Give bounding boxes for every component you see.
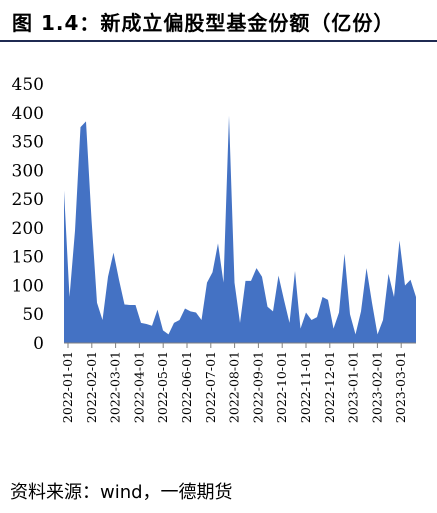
x-tick-label: 2022-04-01 <box>131 351 146 423</box>
series-area <box>64 115 416 343</box>
source-note: 资料来源：wind，一德期货 <box>10 482 233 503</box>
x-tick-label: 2022-07-01 <box>203 351 218 423</box>
y-tick-label: 100 <box>12 276 44 296</box>
y-tick-label: 450 <box>12 75 44 95</box>
x-tick-label: 2022-10-01 <box>274 351 289 423</box>
y-tick-label: 400 <box>12 104 44 124</box>
y-axis: 0 50 100 150 200 250 300 350 400 450 <box>12 75 44 354</box>
plot-area <box>64 115 416 343</box>
x-tick-label: 2022-11-01 <box>298 351 313 423</box>
x-tick-label: 2022-03-01 <box>108 351 123 423</box>
x-tick-label: 2023-02-01 <box>369 351 384 423</box>
x-tick-label: 2022-05-01 <box>155 351 170 423</box>
x-tick-label: 2023-03-01 <box>393 351 408 423</box>
x-axis: 2022-01-01 2022-02-01 2022-03-01 2022-04-01… <box>60 342 416 423</box>
x-tick-label: 2022-08-01 <box>227 351 242 423</box>
x-tick-label: 2022-06-01 <box>179 351 194 423</box>
y-tick-label: 50 <box>22 305 44 325</box>
x-tick-label: 2023-01-01 <box>346 351 361 423</box>
x-tick-label: 2022-01-01 <box>60 351 75 423</box>
y-tick-label: 150 <box>12 248 44 268</box>
x-tick-label: 2022-09-01 <box>250 351 265 423</box>
y-tick-label: 250 <box>12 190 44 210</box>
title-bar: 图 1.4：新成立偏股型基金份额（亿份） <box>0 0 437 42</box>
x-tick-label: 2022-02-01 <box>84 351 99 423</box>
y-tick-label: 0 <box>33 334 44 354</box>
chart-title: 图 1.4：新成立偏股型基金份额（亿份） <box>12 11 395 35</box>
y-tick-label: 300 <box>12 161 44 181</box>
x-tick-label: 2022-12-01 <box>322 351 337 423</box>
y-tick-label: 350 <box>12 133 44 153</box>
y-tick-label: 200 <box>12 219 44 239</box>
